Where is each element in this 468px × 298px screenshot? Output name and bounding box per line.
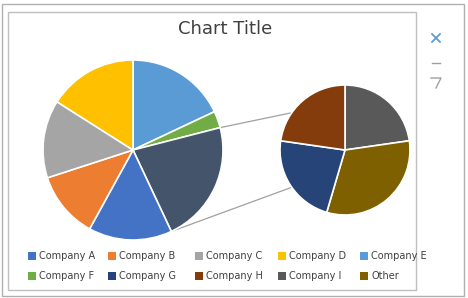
Wedge shape [281,85,345,150]
Wedge shape [47,150,133,229]
Wedge shape [133,60,214,150]
Text: Company C: Company C [206,251,262,261]
Bar [28,252,36,260]
Bar [278,252,286,260]
Text: Company F: Company F [39,271,94,281]
Wedge shape [280,141,345,212]
Text: Other: Other [371,271,399,281]
Text: Company E: Company E [371,251,427,261]
Text: Company H: Company H [206,271,263,281]
Text: Company D: Company D [289,251,346,261]
Bar [108,252,116,260]
Wedge shape [43,102,133,178]
Bar [360,272,368,280]
Bar [195,272,203,280]
Wedge shape [133,112,220,150]
Text: Company G: Company G [119,271,176,281]
Text: Chart Title: Chart Title [178,20,272,38]
Bar [28,272,36,280]
Bar [360,252,368,260]
Wedge shape [345,85,410,150]
Bar [8,12,416,290]
Wedge shape [133,128,223,232]
Text: Company I: Company I [289,271,341,281]
Bar [195,252,203,260]
Wedge shape [57,60,133,150]
Wedge shape [327,141,410,215]
Text: Company A: Company A [39,251,95,261]
Bar [278,272,286,280]
Wedge shape [90,150,171,240]
Bar [108,272,116,280]
Text: Company B: Company B [119,251,175,261]
